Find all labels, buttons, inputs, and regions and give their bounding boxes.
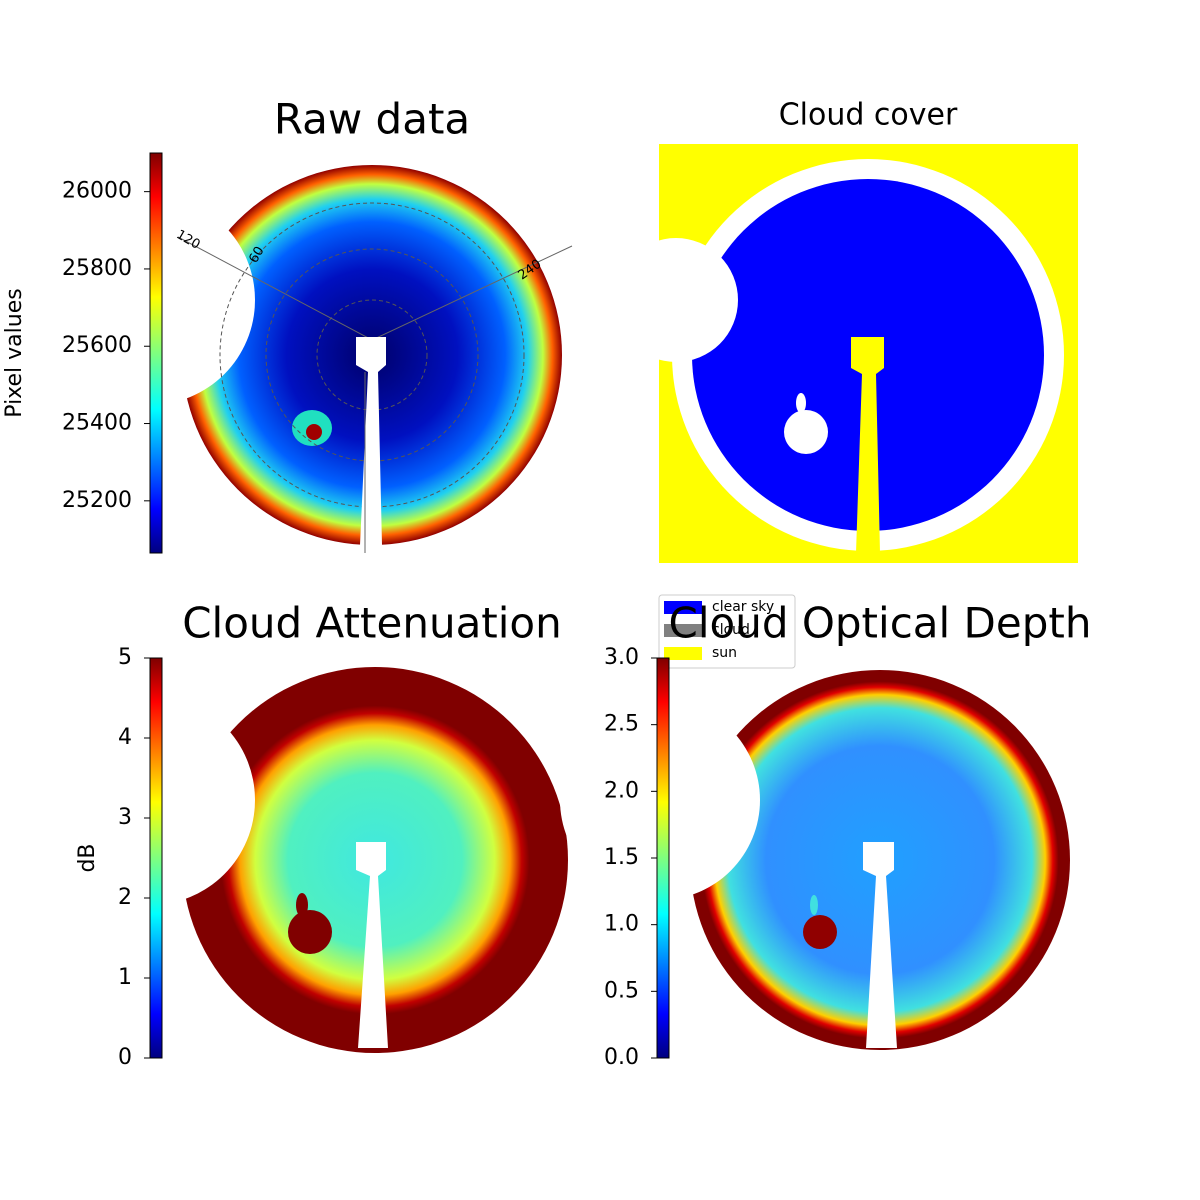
tick-label: 1 [118,965,132,990]
tick-label: 3.0 [604,645,639,670]
tick-label: 26000 [62,179,132,204]
legend-label: clear sky [712,599,774,615]
tick-label: 0.0 [604,1045,639,1070]
tick-label: 0.5 [604,978,639,1003]
axis-label: dB [75,843,100,872]
tick-label: 5 [118,645,132,670]
tick-label: 25400 [62,411,132,436]
axis-label: Pixel values [2,288,27,417]
sky-images [45,144,1078,1053]
tick-label: 25600 [62,333,132,358]
tick-label: 1.0 [604,912,639,937]
legend-label: sun [712,645,737,661]
colorbar [656,657,670,1059]
legend-swatch [664,601,702,614]
tick-label: 1.5 [604,845,639,870]
panel-title: Raw data [274,95,470,144]
tick-label: 2 [118,885,132,910]
legend-swatch [664,624,702,637]
polar-label: 60 [246,244,267,266]
legend-swatch [664,647,702,660]
tick-label: 25800 [62,256,132,281]
colorbar [149,657,163,1059]
legend-label: cloud [712,622,750,638]
tick-label: 3 [118,805,132,830]
panel-title: Cloud Optical Depth [669,599,1092,648]
tick-label: 2.0 [604,778,639,803]
tick-label: 0 [118,1045,132,1070]
tick-label: 4 [118,725,132,750]
panel-title: Cloud cover [779,98,958,133]
tick-label: 2.5 [604,712,639,737]
panel-title: Cloud Attenuation [182,599,562,648]
colorbar [149,152,163,554]
tick-label: 25200 [62,488,132,513]
